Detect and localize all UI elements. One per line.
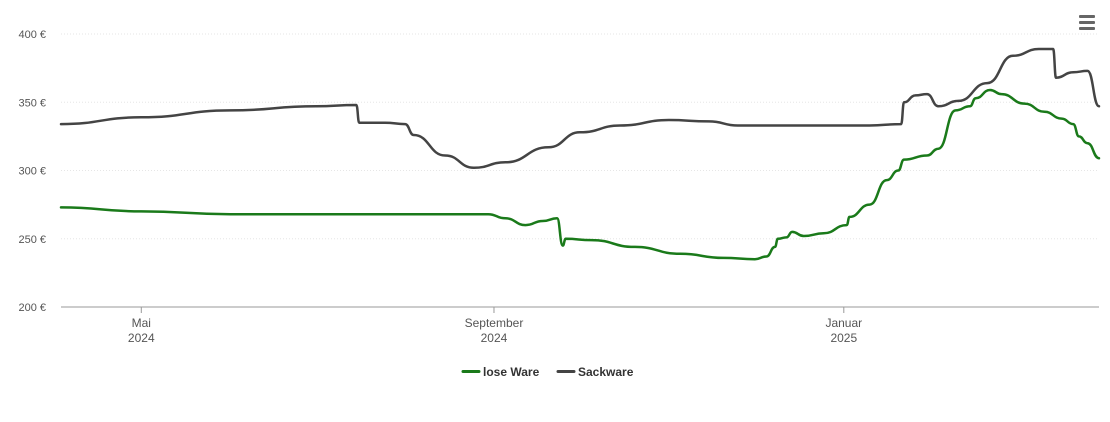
x-tick-label: Januar — [825, 316, 862, 330]
legend-label: Sackware — [578, 365, 634, 379]
y-axis: 200 € 250 € 300 € 350 € 400 € — [18, 29, 46, 314]
y-tick-label: 200 € — [18, 302, 46, 314]
y-tick-label: 250 € — [18, 234, 46, 246]
legend[interactable]: lose Ware Sackware — [461, 365, 634, 379]
legend-item-lose-ware[interactable]: lose Ware — [461, 365, 540, 379]
x-tick-year: 2024 — [128, 331, 155, 345]
series-line-lose-ware — [59, 88, 1101, 261]
x-tick-year: 2024 — [481, 331, 508, 345]
series-lines — [59, 47, 1101, 261]
hamburger-menu-icon[interactable] — [1074, 10, 1100, 34]
menu-bar — [1079, 14, 1095, 18]
x-tick-year: 2025 — [830, 331, 857, 345]
grid-lines — [61, 33, 1099, 240]
legend-item-sackware[interactable]: Sackware — [556, 365, 634, 379]
series-line-sackware — [59, 47, 1101, 170]
legend-label: lose Ware — [483, 365, 540, 379]
menu-bar — [1079, 26, 1095, 30]
y-tick-label: 400 € — [18, 29, 46, 41]
menu-bar — [1079, 20, 1095, 24]
x-tick-label: Mai — [132, 316, 151, 330]
x-tick-label: September — [465, 316, 524, 330]
y-tick-label: 350 € — [18, 97, 46, 109]
y-tick-label: 300 € — [18, 166, 46, 178]
